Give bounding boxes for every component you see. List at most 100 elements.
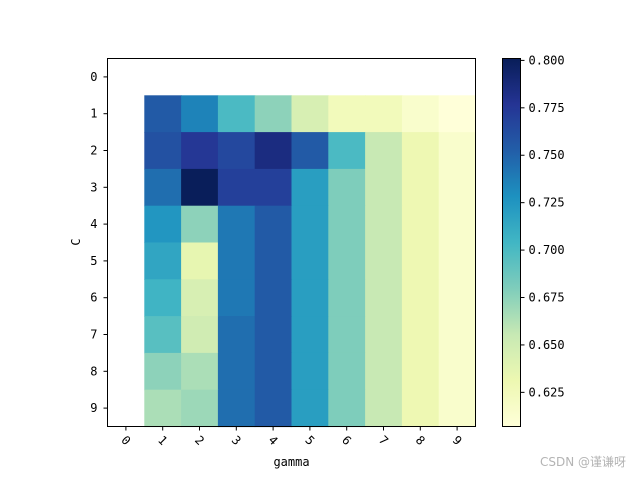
heatmap-cell: [144, 95, 182, 133]
heatmap-cell: [144, 168, 182, 207]
heatmap-cell: [401, 316, 440, 354]
x-tick-label: 7: [376, 433, 391, 448]
colorbar-tick-label: 0.800: [529, 53, 565, 67]
heatmap-cell: [217, 389, 256, 428]
heatmap-cell: [328, 279, 366, 317]
heatmap-cell: [438, 242, 477, 280]
heatmap-cell: [254, 242, 293, 280]
heatmap-cell: [365, 389, 403, 428]
heatmap-cell: [291, 316, 329, 354]
colorbar-tick-label: 0.775: [529, 101, 565, 115]
y-tick-label: 2: [90, 144, 97, 158]
x-tick-label: 1: [155, 433, 170, 448]
heatmap-cell: [181, 352, 219, 391]
heatmap-cell: [291, 132, 329, 170]
watermark: CSDN @谨谦呀: [539, 455, 626, 469]
heatmap-cell: [401, 132, 440, 170]
y-tick-label: 3: [90, 180, 97, 194]
heatmap-cell: [254, 279, 293, 317]
heatmap-cell: [401, 205, 440, 244]
heatmap-cell: [365, 205, 403, 244]
colorbar-tick-label: 0.750: [529, 148, 565, 162]
y-tick-label: 7: [90, 328, 97, 342]
heatmap-cell: [365, 279, 403, 317]
y-tick-label: 6: [90, 291, 97, 305]
heatmap-cell: [254, 132, 293, 170]
heatmap-cell: [328, 132, 366, 170]
heatmap-cell: [328, 95, 366, 133]
heatmap-cell: [181, 389, 219, 428]
colorbar-ticks: 0.625 0.650 0.675 0.700 0.725 0.750 0.775 0.800: [520, 53, 565, 399]
heatmap-cell: [438, 132, 477, 170]
heatmap-cell: [438, 95, 477, 133]
heatmap-cells: [144, 95, 477, 428]
x-tick-label: 0: [118, 433, 133, 448]
heatmap-cell: [291, 389, 329, 428]
heatmap-cell: [291, 168, 329, 207]
colorbar-tick-label: 0.725: [529, 196, 565, 210]
heatmap-cell: [254, 352, 293, 391]
heatmap-cell: [291, 279, 329, 317]
heatmap-cell: [144, 352, 182, 391]
heatmap-cell: [254, 389, 293, 428]
heatmap-cell: [144, 389, 182, 428]
heatmap-cell: [365, 352, 403, 391]
colorbar-tick-label: 0.700: [529, 243, 565, 257]
heatmap-cell: [291, 352, 329, 391]
heatmap-cell: [401, 389, 440, 428]
heatmap-cell: [254, 205, 293, 244]
heatmap-cell: [144, 279, 182, 317]
heatmap-cell: [438, 279, 477, 317]
x-axis-label: gamma: [273, 455, 309, 469]
heatmap-cell: [181, 316, 219, 354]
y-axis: 0 1 2 3 4 5 6 7 8 9: [90, 70, 108, 415]
x-tick-label: 5: [302, 433, 317, 448]
x-tick-label: 8: [413, 433, 428, 448]
heatmap-cell: [328, 316, 366, 354]
heatmap-cell: [365, 316, 403, 354]
heatmap-cell: [181, 242, 219, 280]
heatmap-cell: [181, 132, 219, 170]
heatmap-cell: [401, 242, 440, 280]
heatmap-cell: [328, 205, 366, 244]
heatmap-cell: [328, 168, 366, 207]
heatmap-cell: [217, 95, 256, 133]
x-tick-label: 4: [266, 433, 281, 448]
heatmap-cell: [254, 168, 293, 207]
heatmap-cell: [401, 168, 440, 207]
heatmap-cell: [217, 242, 256, 280]
heatmap-cell: [291, 205, 329, 244]
heatmap-cell: [144, 132, 182, 170]
heatmap-cell: [217, 132, 256, 170]
plot-frame: [107, 58, 476, 427]
heatmap-cell: [401, 352, 440, 391]
y-tick-label: 5: [90, 254, 97, 268]
heatmap-cell: [365, 242, 403, 280]
colorbar-gradient: [502, 58, 521, 427]
heatmap-cell: [438, 389, 477, 428]
heatmap-cell: [181, 95, 219, 133]
heatmap-cell: [401, 95, 440, 133]
y-tick-label: 8: [90, 364, 97, 378]
colorbar-tick-label: 0.650: [529, 338, 565, 352]
x-tick-label: 9: [450, 433, 465, 448]
heatmap-cell: [144, 242, 182, 280]
heatmap-cell: [365, 95, 403, 133]
colorbar-tick-label: 0.675: [529, 291, 565, 305]
heatmap-cell: [254, 95, 293, 133]
heatmap-cell: [181, 205, 219, 244]
y-tick-label: 0: [90, 70, 97, 84]
x-tick-label: 3: [229, 433, 244, 448]
heatmap-cell: [401, 279, 440, 317]
heatmap-cell: [217, 279, 256, 317]
heatmap-cell: [438, 316, 477, 354]
y-tick-label: 4: [90, 217, 97, 231]
x-tick-label: 2: [192, 433, 207, 448]
x-axis: 0 1 2 3 4 5 6 7 8 9: [118, 426, 465, 448]
heatmap-cell: [328, 242, 366, 280]
heatmap-cell: [438, 352, 477, 391]
heatmap-cell: [217, 316, 256, 354]
heatmap-cell: [291, 242, 329, 280]
heatmap-cell: [217, 205, 256, 244]
